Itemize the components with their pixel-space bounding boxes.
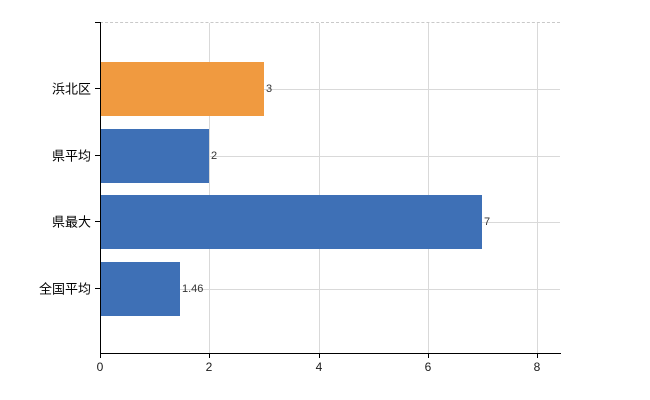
x-tick-label: 8 [533, 360, 541, 374]
gridline-vertical [319, 23, 320, 354]
x-axis-tick [100, 354, 101, 358]
bar-value-label: 2 [211, 150, 218, 162]
y-axis-tick [95, 155, 100, 156]
bar-4 [100, 262, 180, 316]
x-tick-label: 6 [424, 360, 432, 374]
x-axis-tick [319, 354, 320, 358]
bar-value-label: 7 [484, 216, 491, 228]
gridline-horizontal [100, 156, 560, 157]
x-tick-label: 4 [315, 360, 323, 374]
x-axis-line [100, 353, 561, 354]
category-label: 浜北区 [51, 81, 91, 97]
y-axis-line [100, 22, 101, 353]
y-axis-tick [95, 288, 100, 289]
gridline-vertical [428, 23, 429, 354]
y-axis-tick [95, 88, 100, 89]
x-tick-label: 2 [205, 360, 213, 374]
gridline-horizontal [100, 289, 560, 290]
gridline-vertical [537, 23, 538, 354]
bar-2 [100, 129, 209, 183]
bar-value-label: 1.46 [182, 283, 204, 295]
x-tick-label: 0 [96, 360, 104, 374]
gridline-vertical [209, 23, 210, 354]
x-axis-tick [537, 354, 538, 358]
category-label: 県平均 [51, 148, 91, 164]
plot-area: 3 2 7 1.46 [100, 22, 560, 354]
bar-value-label: 3 [266, 83, 273, 95]
category-label: 全国平均 [38, 281, 91, 297]
x-axis-tick [209, 354, 210, 358]
bar-1 [100, 62, 264, 116]
y-axis-tick [95, 221, 100, 222]
category-label: 県最大 [51, 214, 91, 230]
x-axis-tick [428, 354, 429, 358]
bar-3 [100, 195, 482, 249]
y-axis-top-tick [95, 22, 100, 23]
gridline-horizontal [100, 89, 560, 90]
